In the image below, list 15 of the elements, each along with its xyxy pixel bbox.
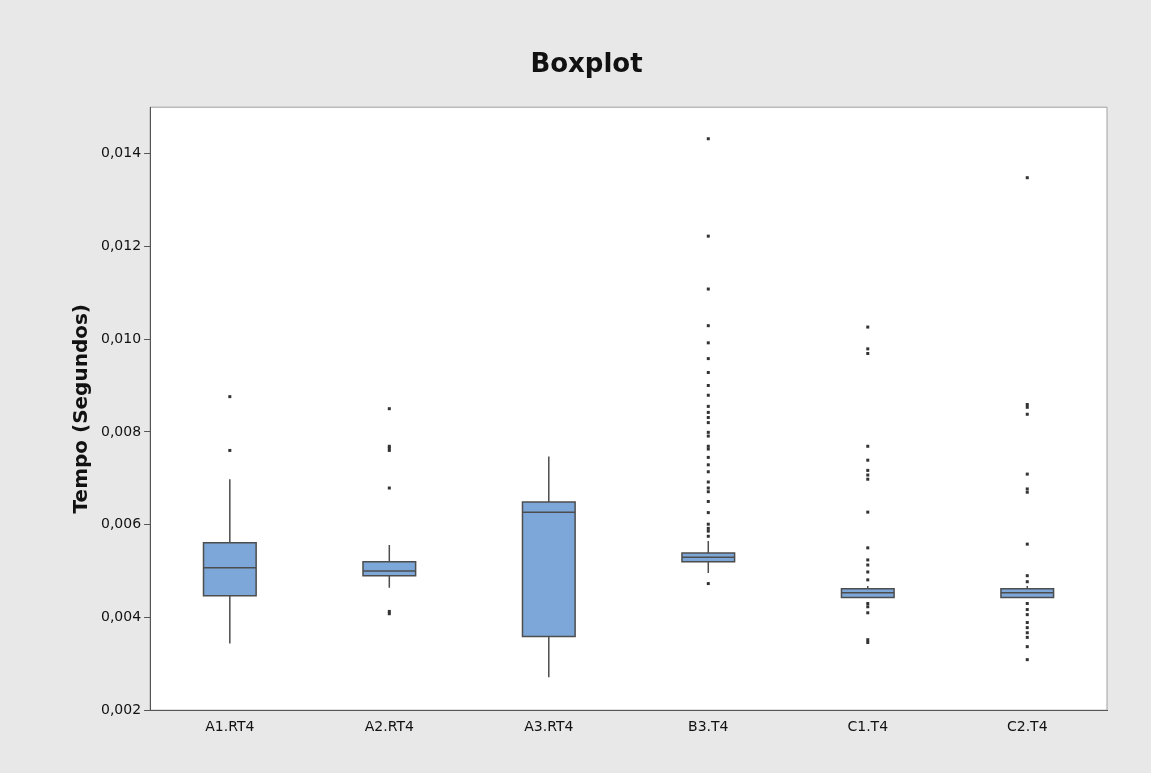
y-tick-label: 0,004: [100, 608, 142, 625]
y-tick-label: 0,010: [100, 329, 142, 346]
y-tick-label: 0,014: [100, 144, 142, 161]
x-tick-label: C1.T4: [847, 718, 889, 735]
x-tick-label: A1.RT4: [205, 718, 255, 735]
x-tick-label: B3.T4: [688, 718, 729, 735]
chart-title: Boxplot: [530, 48, 643, 79]
y-tick-label: 0,012: [100, 236, 142, 253]
y-tick-label: 0,002: [100, 700, 142, 717]
x-tick-label: A2.RT4: [364, 718, 414, 735]
y-tick-label: 0,006: [100, 515, 142, 532]
x-tick-label: C2.T4: [1006, 718, 1048, 735]
y-axis-title: Tempo (Segundos): [68, 303, 93, 514]
x-tick-label: A3.RT4: [524, 718, 574, 735]
y-tick-label: 0,008: [100, 422, 142, 439]
